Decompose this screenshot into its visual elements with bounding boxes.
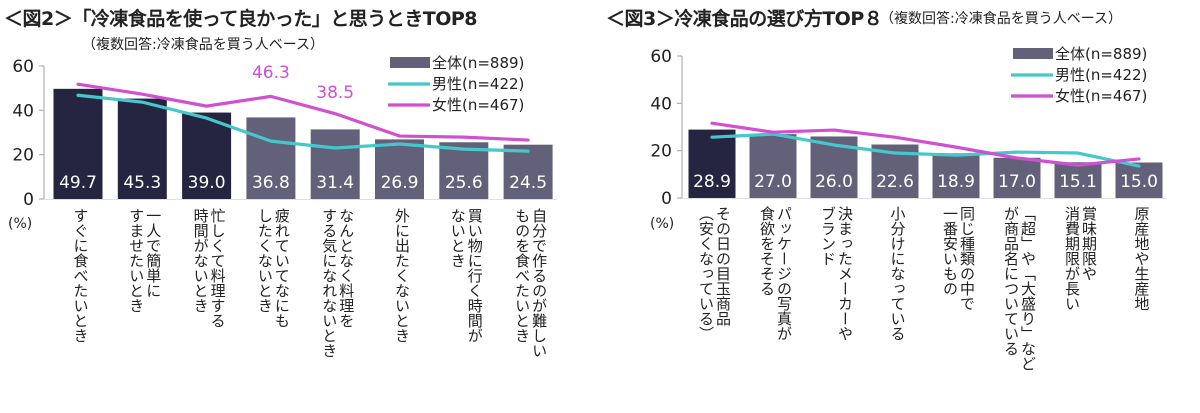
- chart2-title: ＜図2＞「冷凍食品を使って良かった」と思うときTOP8: [4, 8, 478, 30]
- female-line: [710, 121, 1141, 167]
- category-label: 決まったメーカーや ブランド: [819, 206, 854, 341]
- bar: [749, 134, 797, 198]
- bar: [688, 129, 736, 198]
- category-label: 買い物に行く時間が ないとき: [448, 208, 484, 343]
- bar: [439, 142, 489, 199]
- legend: 全体(n=889) 男性(n=422) 女性(n=467): [1011, 45, 1147, 105]
- chart3-subtitle: （複数回答:冷凍食品を買う人ベース）: [880, 11, 1123, 27]
- bar-value-label: 36.8: [252, 173, 290, 193]
- bar-value-label: 26.0: [815, 172, 853, 192]
- y-tick-label: 20: [12, 146, 34, 166]
- chart-2: 0 20 40 60 49.7 45.3 39.0 36.8 31.4 26.9 25.6 24.5 4…: [12, 54, 557, 210]
- bar-value-label: 26.9: [381, 173, 419, 193]
- category-label: 自分で作るのが難しい ものを食べたいとき: [513, 208, 549, 358]
- category-label: なんとなく料理を する気になれないとき: [320, 208, 356, 358]
- category-label: 賞味期限や 消費期限が長い: [1063, 206, 1098, 311]
- bar-value-label: 18.9: [937, 172, 975, 192]
- chart-3: 0 20 40 60 28.9 27.0 26.0 22.6 18.9 17.0 15.1 15.0 全…: [650, 45, 1167, 209]
- category-label: 原産地や生産地: [1132, 206, 1151, 311]
- bar-value-label: 39.0: [188, 173, 226, 193]
- legend-label: 男性(n=422): [432, 75, 524, 93]
- chart3-title: ＜図3＞冷凍食品の選び方TOP８: [606, 8, 883, 30]
- bar-value-label: 45.3: [123, 173, 161, 193]
- bar-value-label: 17.0: [998, 172, 1036, 192]
- y-unit-label: (%): [650, 216, 675, 232]
- y-tick-label: 60: [650, 47, 672, 67]
- legend-swatch-all: [1013, 48, 1053, 59]
- bar: [53, 88, 103, 199]
- category-label: パッケージの写真が 食欲をそそる: [758, 206, 793, 341]
- chart2-subtitle: （複数回答:冷凍食品を買う人ベース）: [82, 37, 325, 53]
- category-label: すぐに食べたいとき: [71, 208, 90, 343]
- legend-swatch-all: [390, 57, 430, 68]
- y-unit-label: (%): [8, 216, 33, 232]
- bar: [117, 98, 167, 199]
- bar-value-label: 15.0: [1120, 172, 1158, 192]
- bar-value-label: 22.6: [876, 172, 914, 192]
- category-label: その日の目玉商品 （安くなっている）: [697, 206, 732, 341]
- bar: [310, 129, 360, 199]
- legend: 全体(n=889) 男性(n=422) 女性(n=467): [388, 54, 524, 114]
- bar-value-label: 15.1: [1059, 172, 1097, 192]
- legend-label: 女性(n=467): [1055, 87, 1147, 105]
- category-label: 「超」や「大盛り」など が商品名についている: [1002, 206, 1037, 371]
- bar-value-label: 24.5: [509, 173, 547, 193]
- bar: [993, 157, 1041, 198]
- y-tick-label: 40: [650, 94, 672, 114]
- female-line: [76, 82, 530, 142]
- female-annotation: 46.3: [252, 63, 290, 83]
- legend-label: 男性(n=422): [1055, 66, 1147, 84]
- female-annotation: 38.5: [316, 83, 354, 103]
- legend-label: 女性(n=467): [432, 96, 524, 114]
- male-line: [76, 93, 530, 153]
- bar-value-label: 28.9: [693, 172, 731, 192]
- y-tick-label: 60: [12, 57, 34, 77]
- y-tick-label: 40: [12, 101, 34, 121]
- bar: [503, 144, 553, 199]
- y-tick-label: 0: [23, 190, 34, 210]
- category-label: 疲れていてなにも したくないとき: [255, 208, 291, 328]
- bar: [246, 117, 296, 199]
- category-label: 小分けになっている: [888, 206, 907, 341]
- category-label: 同じ種類の中で 一番安いもの: [941, 206, 976, 311]
- category-label: 一人で簡単に すませたいとき: [127, 208, 163, 313]
- bar: [1115, 162, 1163, 198]
- legend-label: 全体(n=889): [1055, 45, 1147, 63]
- bar: [182, 112, 232, 199]
- bar-value-label: 49.7: [59, 173, 97, 193]
- bar-value-label: 25.6: [445, 173, 483, 193]
- bar-value-label: 27.0: [754, 172, 792, 192]
- y-tick-label: 0: [661, 189, 672, 209]
- male-line: [710, 132, 1141, 168]
- bar: [1054, 162, 1102, 198]
- bar: [375, 139, 424, 199]
- bar-value-label: 31.4: [316, 173, 354, 193]
- category-label: 外に出たくないとき: [393, 208, 411, 343]
- bar: [932, 153, 980, 198]
- legend-label: 全体(n=889): [432, 54, 524, 72]
- y-tick-label: 20: [650, 142, 672, 162]
- category-label: 忙しくて料理する 時間がないとき: [191, 208, 227, 328]
